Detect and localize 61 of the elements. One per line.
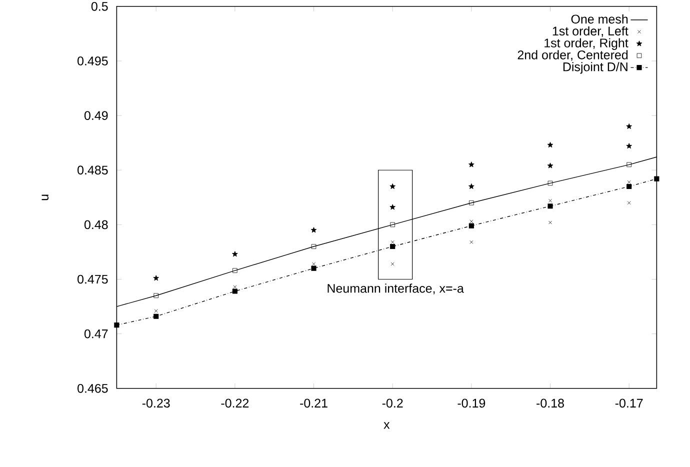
point — [390, 240, 394, 244]
point — [627, 180, 631, 184]
point — [548, 198, 552, 202]
annotation: Neumann interface, x=-a — [328, 284, 464, 294]
point — [548, 180, 553, 186]
x-tick-label: -0.23 — [142, 398, 170, 408]
point — [311, 266, 316, 271]
point — [232, 288, 238, 294]
point — [312, 262, 316, 266]
point — [626, 143, 632, 149]
point — [232, 268, 238, 273]
point — [627, 201, 631, 205]
point — [468, 183, 474, 189]
point — [547, 162, 554, 168]
x-tick-label: -0.22 — [221, 398, 249, 408]
point — [390, 204, 396, 210]
legend-label: Disjoint D/N — [563, 62, 628, 74]
y-tick-label: 0.465 — [78, 384, 108, 393]
point — [154, 314, 159, 319]
y-tick-label: 0.47 — [84, 329, 108, 338]
point — [390, 262, 394, 266]
point — [153, 275, 160, 281]
point — [469, 200, 474, 206]
legend-label: One mesh — [571, 14, 628, 24]
x-axis-title: x — [384, 422, 390, 429]
point — [470, 220, 474, 224]
point — [310, 227, 317, 233]
legend-label: 2nd order, Centered — [518, 50, 628, 61]
legend-label: 1st order, Right — [544, 38, 628, 50]
point — [232, 251, 238, 257]
legend-label: 1st order, Left — [552, 26, 628, 37]
x-tick-label: -0.21 — [300, 398, 328, 408]
point — [654, 176, 660, 182]
x-tick-label: -0.19 — [458, 398, 486, 408]
point — [626, 123, 632, 129]
point — [390, 183, 396, 189]
point — [390, 244, 396, 250]
point — [468, 162, 474, 168]
point — [154, 309, 158, 313]
point — [626, 184, 632, 190]
point — [548, 204, 553, 209]
point — [114, 322, 120, 328]
point — [626, 162, 632, 168]
point — [154, 293, 158, 298]
y-axis-title: u — [42, 194, 49, 200]
y-tick-label: 0.48 — [84, 220, 108, 230]
point — [548, 220, 552, 224]
x-tick-label: -0.17 — [615, 398, 643, 408]
point — [311, 244, 316, 249]
x-tick-label: -0.18 — [536, 398, 564, 408]
point — [470, 240, 474, 244]
y-tick-label: 0.475 — [78, 274, 108, 284]
point — [468, 223, 474, 228]
y-tick-label: 0.5 — [91, 2, 108, 11]
point — [390, 222, 395, 228]
y-tick-label: 0.495 — [78, 56, 108, 66]
y-tick-label: 0.485 — [78, 166, 108, 175]
y-tick-label: 0.49 — [84, 111, 108, 120]
point — [233, 285, 237, 289]
x-tick-label: -0.2 — [382, 398, 403, 408]
point — [547, 142, 554, 148]
